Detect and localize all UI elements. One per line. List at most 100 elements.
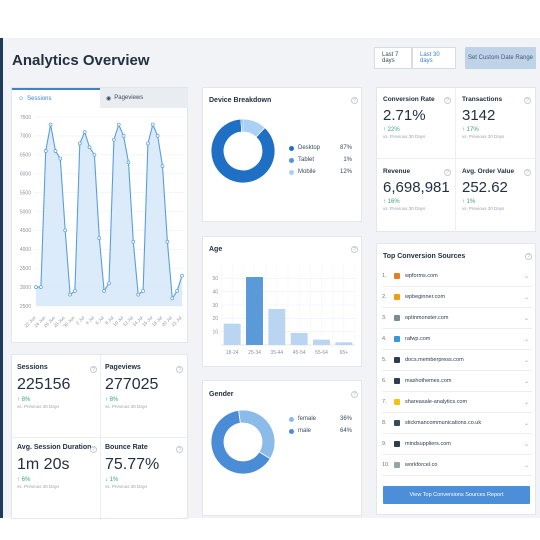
source-row[interactable]: 2. wpbeginner.com ⌄ (382, 287, 532, 308)
legend-value: 12% (339, 169, 352, 175)
user-icon: ☺ (18, 96, 25, 102)
data-point (165, 239, 170, 244)
y-tick-label: 3500 (20, 266, 31, 272)
site-favicon-icon (394, 315, 400, 321)
transactions-title: Transactions (462, 96, 503, 103)
device-info-icon[interactable]: ? (351, 97, 358, 104)
pageviews-stat: Pageviews 277025 ↑ 8% vs. Previous 30 Da… (105, 364, 158, 409)
source-name: shareasale-analytics.com (405, 399, 468, 405)
legend-value: 36% (339, 416, 352, 422)
data-point (53, 149, 58, 153)
age-bar-45-54 (290, 333, 308, 345)
gender-info-icon[interactable]: ? (351, 391, 358, 398)
source-row[interactable]: 4. rafwp.com ⌄ (382, 329, 532, 350)
chevron-down-icon[interactable]: ⌄ (523, 336, 529, 343)
aov-change: ↑ 1% (462, 199, 476, 205)
transactions-stat: Transactions 3142 ↑ 17% vs. Previous 30 … (462, 96, 504, 139)
sessions-info-icon[interactable]: ? (90, 366, 97, 373)
data-point (150, 122, 155, 127)
data-point (43, 149, 48, 153)
revenue-stat: Revenue 6,698,981 ↑ 16% vs. Previous 30 … (383, 168, 450, 211)
ecom-divider-horizontal (377, 158, 537, 159)
tab-pageviews-label: Pageviews (114, 95, 144, 101)
conversion-info-icon[interactable]: ? (444, 97, 451, 104)
tab-sessions[interactable]: ☺ Sessions (12, 88, 100, 108)
y-tick-label: 3000 (20, 285, 31, 291)
pageviews-info-icon[interactable]: ? (176, 366, 183, 373)
aov-title: Avg. Order Value (462, 168, 515, 175)
x-tick-label: 65+ (340, 350, 349, 356)
legend-label: female (298, 416, 317, 422)
x-tick-label: 55-64 (315, 350, 328, 356)
y-tick-label: 6500 (20, 153, 31, 159)
y-tick-label: 50 (212, 276, 218, 282)
source-name: workforcel.co (405, 462, 438, 468)
age-bar-18-24 (223, 323, 241, 345)
bounce-info-icon[interactable]: ? (176, 446, 183, 453)
data-point (102, 289, 106, 293)
revenue-info-icon[interactable]: ? (444, 169, 451, 176)
source-name: stickmancommunications.co.uk (405, 420, 482, 426)
source-row[interactable]: 3. optinmonster.com ⌄ (382, 308, 532, 329)
data-point (68, 292, 72, 297)
data-point (121, 134, 126, 138)
pageviews-stat-change: ↑ 8% (105, 397, 119, 403)
chevron-down-icon[interactable]: ⌄ (523, 315, 529, 322)
source-rank: 9. (382, 441, 387, 447)
source-row[interactable]: 8. stickmancommunications.co.uk ⌄ (382, 413, 532, 434)
duration-stat-value: 1m 20s (17, 456, 70, 473)
source-row[interactable]: 1. wpforms.com ⌄ (382, 266, 532, 287)
chevron-down-icon[interactable]: ⌄ (523, 462, 529, 469)
chevron-down-icon[interactable]: ⌄ (523, 420, 529, 427)
source-row[interactable]: 10. workforcel.co ⌄ (382, 455, 532, 476)
tab-pageviews[interactable]: ◉ Pageviews (100, 88, 188, 108)
data-point (141, 289, 145, 293)
device-breakdown-panel: Device Breakdown ? (202, 87, 362, 222)
legend-item-female: female 36% (289, 416, 352, 422)
duration-info-icon[interactable]: ? (90, 446, 97, 453)
source-row[interactable]: 6. mashothemes.com ⌄ (382, 371, 532, 392)
custom-date-range-button[interactable]: Set Custom Date Range (465, 47, 536, 69)
age-bar-chart: 50 40 30 20 10 18-24 25-34 35-44 45-54 55-64 65+ (212, 265, 356, 356)
age-bar-65+ (335, 342, 353, 345)
tab-sessions-label: Sessions (27, 96, 52, 102)
site-favicon-icon (394, 336, 400, 342)
chevron-down-icon[interactable]: ⌄ (523, 441, 529, 448)
y-tick-label: 5000 (20, 209, 31, 215)
top-sources-panel: Top Conversion Sources ? (376, 243, 536, 515)
data-point (116, 122, 121, 127)
view-sources-report-button[interactable]: View Top Conversions Sources Report (383, 486, 530, 504)
chevron-down-icon[interactable]: ⌄ (523, 294, 529, 301)
transactions-info-icon[interactable]: ? (524, 97, 531, 104)
session-duration-stat: Avg. Session Duration 1m 20s ↑ 6% vs. Pr… (17, 444, 91, 489)
chevron-down-icon[interactable]: ⌄ (523, 399, 529, 406)
pageviews-stat-value: 277025 (105, 376, 159, 393)
age-title: Age (209, 246, 223, 253)
source-row[interactable]: 9. mindsuppliers.com ⌄ (382, 434, 532, 455)
sources-info-icon[interactable]: ? (525, 253, 532, 260)
ecommerce-stats-panel (376, 87, 537, 233)
chevron-down-icon[interactable]: ⌄ (523, 378, 529, 385)
source-name: docs.memberpress.com (405, 357, 464, 363)
y-tick-label: 6000 (20, 172, 31, 178)
legend-value: 64% (339, 428, 352, 434)
aov-info-icon[interactable]: ? (524, 169, 531, 176)
age-info-icon[interactable]: ? (351, 246, 358, 253)
last-7-days-button[interactable]: Last 7 days (374, 47, 412, 69)
chevron-down-icon[interactable]: ⌄ (523, 357, 529, 364)
duration-change-value: 6% (21, 477, 31, 483)
site-stats-panel (11, 354, 189, 520)
chevron-down-icon[interactable]: ⌄ (523, 273, 529, 280)
x-tick-label: 2 Jul (75, 315, 85, 325)
sessions-stat: Sessions 225156 ↑ 8% vs. Previous 30 Day… (17, 364, 70, 409)
source-row[interactable]: 7. shareasale-analytics.com ⌄ (382, 392, 532, 413)
donut-slice-male (210, 409, 271, 475)
y-tick-label: 7000 (20, 134, 31, 140)
duration-stat-change: ↑ 6% (17, 477, 31, 483)
pageviews-change-value: 8% (109, 397, 119, 403)
source-rank: 2. (382, 294, 387, 300)
source-row[interactable]: 5. docs.memberpress.com ⌄ (382, 350, 532, 371)
source-rank: 3. (382, 315, 387, 321)
last-30-days-button[interactable]: Last 30 days (412, 47, 456, 69)
site-favicon-icon (394, 294, 400, 300)
